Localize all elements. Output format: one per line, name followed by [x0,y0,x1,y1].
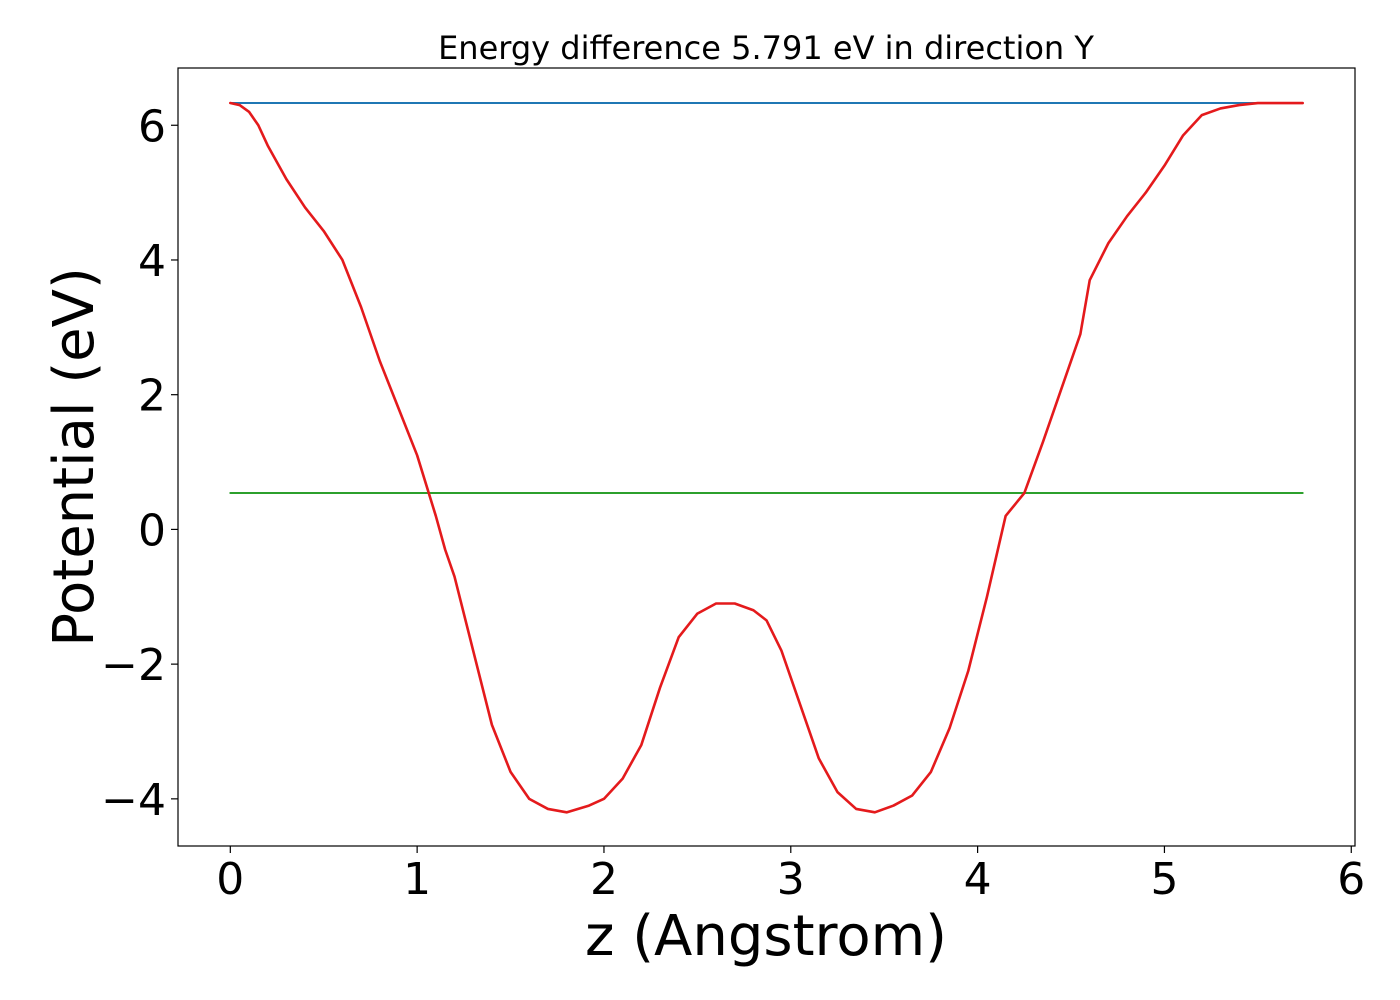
y-tick-label: −4 [101,775,166,826]
plot-layer [229,101,1304,814]
x-tick-label: 4 [964,854,992,905]
chart-title: Energy difference 5.791 eV in direction … [438,29,1094,67]
y-tick-label: 2 [138,371,166,422]
x-tick-label: 2 [590,854,618,905]
x-tick-label: 3 [777,854,805,905]
y-tick-label: 0 [138,505,166,556]
x-axis-label: z (Angstrom) [585,904,947,969]
y-tick-label: 6 [138,101,166,152]
ticks-layer: 0 1 2 3 4 5 6 −4 −2 0 2 4 6 [101,101,1365,905]
y-tick-label: −2 [101,640,166,691]
y-axis-label: Potential (eV) [42,267,107,647]
x-tick-label: 1 [403,854,431,905]
x-tick-label: 5 [1150,854,1178,905]
x-tick-label: 6 [1337,854,1365,905]
plot-frame [177,67,1356,847]
x-tick-label: 0 [216,854,244,905]
red-potential-curve [229,101,1304,814]
y-tick-label: 4 [138,236,166,287]
